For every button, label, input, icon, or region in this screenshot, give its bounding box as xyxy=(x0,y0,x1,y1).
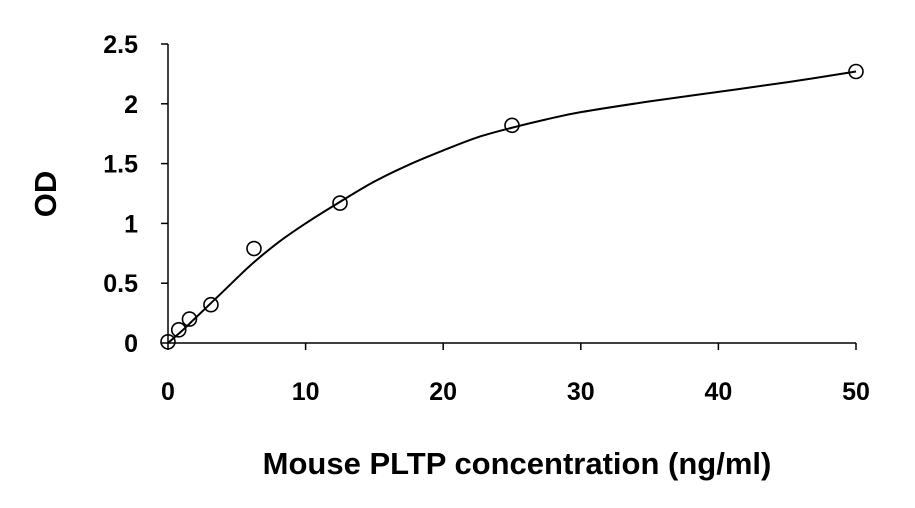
data-point xyxy=(848,63,864,80)
y-axis-title: OD xyxy=(28,171,63,218)
x-tick-label: 40 xyxy=(704,378,732,406)
data-point xyxy=(504,117,520,134)
y-tick-label: 2.5 xyxy=(103,31,138,59)
x-tick-label: 0 xyxy=(161,378,175,406)
data-point xyxy=(181,311,198,327)
y-tick-label: 2 xyxy=(124,91,138,119)
curve-layer xyxy=(167,70,857,344)
data-point xyxy=(203,296,219,313)
y-tick-label: 0.5 xyxy=(103,270,138,298)
x-axis-title: Mouse PLTP concentration (ng/ml) xyxy=(263,446,772,481)
points-layer xyxy=(160,63,864,350)
x-tick-label: 30 xyxy=(567,378,595,406)
y-tick-label: 0 xyxy=(124,330,138,358)
data-point xyxy=(332,195,348,211)
x-tick-label: 20 xyxy=(429,378,457,406)
axes xyxy=(167,44,856,344)
data-point xyxy=(160,334,176,350)
x-tick-label: 10 xyxy=(292,378,320,406)
data-point xyxy=(246,240,262,257)
y-tick-label: 1 xyxy=(124,210,138,238)
x-tick-label: 50 xyxy=(842,378,870,406)
fitted-curve xyxy=(167,70,857,344)
data-point xyxy=(170,322,187,338)
y-tick-label: 1.5 xyxy=(103,151,138,179)
